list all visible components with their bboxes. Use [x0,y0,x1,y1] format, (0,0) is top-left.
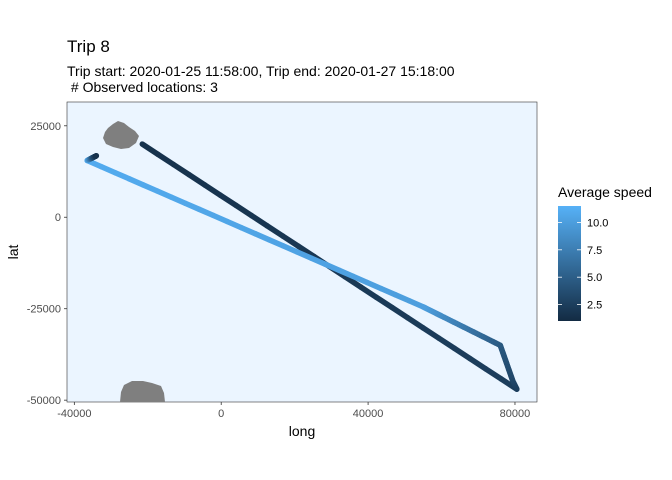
track-segment [170,161,192,178]
x-tick-label: 80000 [500,408,531,420]
track-segment [342,274,364,290]
track-segment [201,182,224,198]
legend-ticks: 2.5 5.0 7.5 10.0 [558,217,608,312]
legend-tick-label: 10.0 [587,217,608,229]
legend-colorbar [558,206,581,321]
legend-tick-label: 7.5 [587,245,602,257]
island-north-shape [103,121,139,149]
legend: Average speed 2.5 5.0 7.5 10.0 [558,184,652,321]
legend-tick-label: 2.5 [587,300,602,312]
track-segment [389,304,411,321]
track-segment [404,314,426,331]
legend-title: Average speed [558,184,652,200]
island-south-shape [120,381,165,402]
track-segment [264,223,286,239]
track-segment [295,243,317,260]
x-tick-label: -40000 [57,408,91,420]
chart-subtitle: Trip start: 2020-01-25 11:58:00, Trip en… [67,63,455,95]
track-segment [248,212,270,229]
y-tick-label: 25000 [30,121,61,133]
track-segment [155,151,177,168]
track-segment [467,355,489,372]
y-axis-title: lat [5,245,21,260]
x-tick-label: 40000 [353,408,384,420]
x-tick-label: 0 [218,408,224,420]
y-tick-label: 0 [55,212,61,224]
track-segment [279,233,302,249]
track-segment [233,202,255,219]
y-tick-label: -50000 [27,395,61,407]
track-segment [217,192,239,209]
track-segment [482,366,504,382]
track-segment [373,294,395,311]
track-segment [358,284,380,301]
track-segment [139,141,161,158]
y-tick-label: -25000 [27,304,61,316]
track-segment [451,345,473,362]
x-axis-title: long [289,423,315,439]
track-segment [186,171,208,188]
land-layer [103,121,165,402]
track-segment [420,325,442,341]
chart-title: Trip 8 [67,37,110,56]
y-axis: 25000 0 -25000 -50000 [27,121,67,407]
x-axis: -40000 0 40000 80000 [57,402,530,420]
track-layer [84,141,520,392]
legend-tick-label: 5.0 [587,272,602,284]
track-segment [436,335,458,352]
